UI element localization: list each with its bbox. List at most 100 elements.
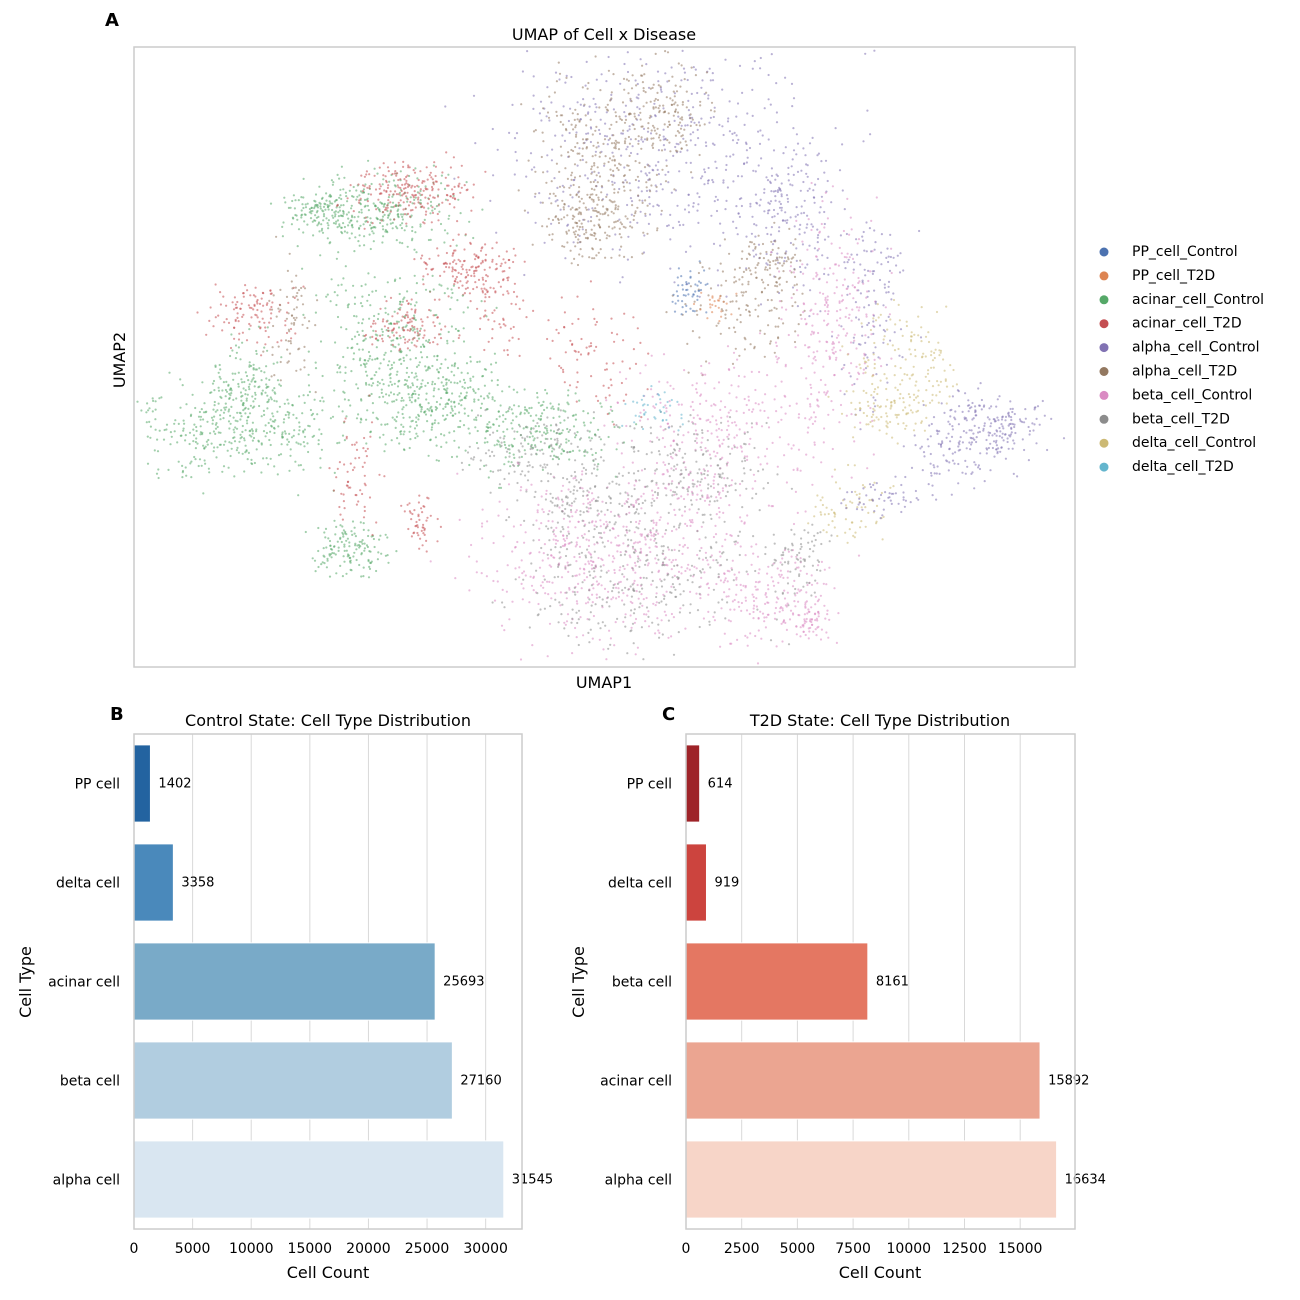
umap-point	[523, 412, 526, 415]
umap-point	[862, 372, 865, 375]
umap-point	[333, 471, 336, 474]
umap-point	[370, 384, 373, 387]
umap-point	[396, 227, 399, 230]
umap-point	[450, 455, 454, 459]
umap-point	[181, 476, 184, 479]
umap-point	[392, 339, 395, 342]
umap-point	[357, 413, 360, 416]
umap-point	[559, 409, 562, 412]
umap-point	[866, 356, 869, 359]
umap-point	[554, 134, 557, 137]
umap-point	[258, 367, 261, 370]
umap-point	[644, 199, 647, 202]
umap-point	[843, 363, 846, 367]
umap-point	[519, 473, 522, 476]
umap-point	[373, 314, 376, 318]
umap-point	[654, 114, 657, 117]
umap-point	[425, 166, 428, 169]
umap-point	[590, 198, 593, 201]
umap-point	[152, 399, 155, 402]
umap-point	[662, 128, 665, 131]
umap-point	[607, 225, 611, 228]
umap-point	[830, 242, 833, 245]
umap-point	[204, 462, 207, 465]
umap-point	[698, 280, 701, 283]
umap-point	[638, 161, 641, 164]
umap-point	[286, 443, 289, 446]
umap-point	[586, 177, 589, 180]
umap-point	[679, 141, 682, 144]
umap-point	[237, 320, 240, 323]
umap-point	[582, 142, 585, 145]
umap-point	[425, 339, 428, 342]
umap-point	[410, 239, 414, 242]
umap-point	[453, 365, 456, 368]
umap-point	[445, 151, 448, 154]
umap-point	[463, 387, 466, 390]
umap-point	[820, 195, 824, 198]
umap-point	[251, 378, 254, 381]
umap-point	[241, 331, 244, 334]
umap-point	[387, 384, 390, 387]
umap-point	[633, 214, 636, 217]
umap-point	[380, 328, 383, 331]
umap-point	[474, 258, 477, 261]
umap-point	[517, 189, 520, 192]
umap-point	[818, 277, 821, 280]
umap-point	[298, 425, 301, 428]
umap-point	[490, 363, 493, 366]
umap-point	[254, 368, 257, 371]
umap-point	[595, 174, 598, 177]
umap-point	[302, 177, 305, 180]
umap-point	[320, 223, 323, 226]
umap-point	[450, 364, 454, 367]
umap-point	[790, 165, 793, 168]
umap-point	[276, 379, 280, 382]
umap-point	[826, 256, 829, 259]
umap-point	[866, 323, 869, 327]
umap-point	[366, 200, 369, 203]
umap-point	[433, 161, 436, 164]
umap-point	[594, 237, 598, 240]
umap-point	[794, 330, 797, 333]
umap-point	[445, 251, 448, 255]
umap-point	[618, 115, 621, 118]
umap-point	[720, 284, 723, 287]
umap-point	[165, 428, 168, 431]
umap-point	[851, 383, 854, 387]
umap-point	[353, 250, 356, 253]
umap-point	[241, 424, 244, 428]
umap-point	[560, 452, 563, 455]
umap-point	[470, 457, 473, 460]
umap-point	[239, 307, 242, 310]
umap-point	[296, 291, 299, 295]
umap-point	[393, 310, 396, 313]
umap-point	[708, 67, 711, 70]
umap-point	[468, 445, 471, 448]
umap-point	[657, 149, 661, 152]
umap-point	[415, 420, 418, 424]
umap-point	[812, 331, 816, 334]
umap-point	[377, 312, 380, 316]
umap-point	[346, 304, 349, 307]
umap-point	[511, 336, 514, 339]
umap-point	[314, 361, 317, 364]
umap-point	[772, 259, 775, 263]
umap-point	[223, 406, 226, 409]
umap-point	[508, 455, 511, 458]
umap-point	[346, 553, 350, 556]
umap-point	[341, 575, 344, 578]
umap-point	[374, 188, 378, 191]
umap-point	[457, 198, 460, 201]
umap-point	[410, 308, 413, 311]
umap-point	[455, 262, 458, 265]
umap-point	[424, 413, 428, 416]
umap-point	[429, 238, 432, 241]
umap-point	[869, 133, 872, 136]
umap-point	[257, 439, 260, 442]
umap-point	[787, 173, 790, 176]
umap-point	[232, 308, 236, 311]
umap-point	[440, 397, 443, 400]
umap-point	[889, 339, 892, 342]
umap-point	[374, 322, 377, 325]
